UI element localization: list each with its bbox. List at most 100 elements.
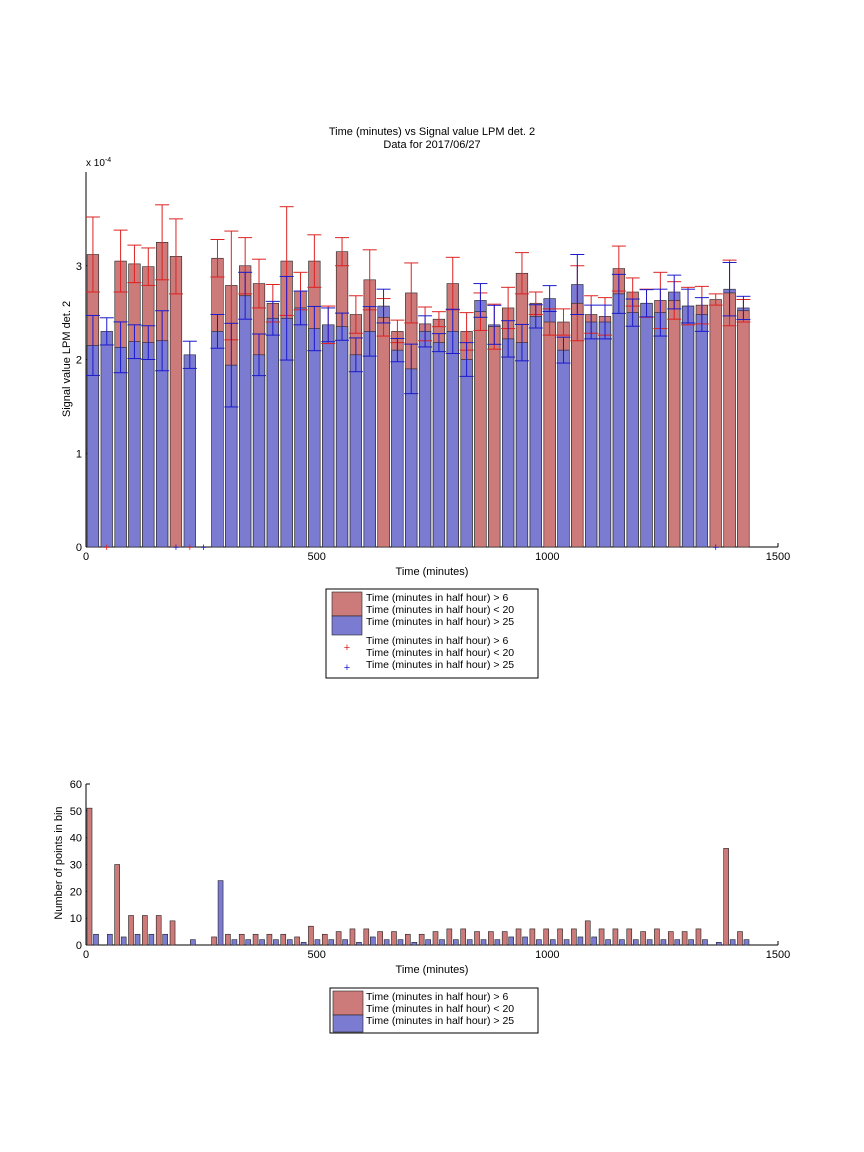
chart2-bar-red [335,931,342,946]
chart1-bar-blue [142,342,155,548]
chart2-bar-blue [369,936,376,946]
chart2-xtick-label: 1000 [535,949,559,961]
chart2-bar-blue [480,939,487,946]
chart2-bar-red [252,933,259,946]
chart1-bar-red [543,321,556,548]
chart2-bar-red [557,928,563,946]
chart1-exponent: x 10-4 [86,157,111,169]
chart2-bar-blue [383,939,390,946]
chart1-bar-blue [183,354,196,548]
chart1-bar-blue [128,341,141,548]
chart2-legend-label: Time (minutes in half hour) > 6 [366,991,508,1003]
chart1-bar-red [668,300,681,548]
chart1-bar-blue [405,368,418,548]
chart1-bar-blue [239,295,252,548]
chart2-bar-red [640,931,646,946]
chart1-xtick-label: 1500 [766,551,790,563]
chart1-bar-blue [100,331,113,548]
chart2-bar-blue [453,939,459,946]
chart2-bar-blue [356,942,362,946]
chart1-legend-marker: + [344,642,350,654]
chart2-bar-blue [300,942,307,946]
chart2-bar-red [128,915,134,946]
chart1-bar-blue [114,347,127,548]
chart1-ytick-label: 1 [76,448,82,460]
chart2-bar-blue [508,936,515,946]
chart2-bar-red [169,920,176,946]
chart1-bar-blue [585,321,598,548]
chart2-bar-blue [259,939,265,946]
chart1-legend-label: Time (minutes in half hour) < 20 [366,647,514,659]
chart1-xtick-label: 500 [307,551,325,563]
chart2-bar-blue [674,939,681,946]
chart2-bar-red [349,928,356,946]
chart2-bar-red [363,928,370,946]
chart1-bar-blue [294,307,307,548]
chart1-bar-blue [515,342,529,548]
chart1-bar-blue [612,293,625,548]
chart2-bar-blue [702,939,708,946]
chart2-legend-swatch [332,990,364,1016]
chart1-xtick-label: 1000 [535,551,559,563]
chart2-xtick-label: 500 [307,949,325,961]
chart2-legend: Time (minutes in half hour) > 6 Time (min… [329,987,539,1034]
chart1-bar-blue [211,331,224,548]
chart2-bar-red [488,931,494,946]
chart1-bar-blue [349,354,362,548]
chart2-bar-red [432,931,439,946]
chart2-ytick-label: 10 [70,913,82,925]
chart1-bar-blue [640,302,653,548]
chart2-legend-box [329,987,539,1034]
chart2-bar-red [391,931,397,946]
chart2-bar-red [280,933,287,946]
chart2-xtick-label: 1500 [766,949,790,961]
chart2-ytick-label: 0 [76,940,82,952]
chart1-bar-red [723,292,736,548]
chart2-bar-red [460,928,466,946]
chart2-bar-red [515,928,522,946]
chart2-bar-blue [494,939,501,946]
chart1-legend-marker: + [344,662,350,674]
chart2-plot: 0 500 1000 1500 0 10 20 30 40 50 60 [70,779,790,961]
chart2-bar-blue [93,933,99,946]
chart1-errorbars [85,204,751,408]
chart1-bar-blue [391,349,404,548]
chart2-legend-label: Time (minutes in half hour) > 25 [366,1015,514,1027]
chart1-plot: 0 500 1000 1500 0 1 2 3 + + + + + [76,172,790,563]
chart2-ytick-label: 40 [70,833,82,845]
chart2-xtick-label: 0 [83,949,89,961]
chart2-bar-blue [425,939,431,946]
chart2-bar-red [529,928,536,946]
chart1-bar-red [709,299,722,548]
chart1-xlabel: Time (minutes) [396,566,469,578]
chart2-bars [86,807,750,946]
chart2-bar-red [114,864,120,946]
chart2-bar-red [612,928,619,946]
chart2-bar-red [238,933,245,946]
chart2-ylabel: Number of points in bin [53,806,65,919]
chart1-ytick-label: 3 [76,261,82,273]
chart2-bar-red [142,915,148,946]
chart2-ytick-label: 30 [70,860,82,872]
chart2-bar-blue [466,939,473,946]
chart1-bar-blue [363,331,376,548]
chart2-bar-blue [328,939,335,946]
chart2-bar-blue [619,939,625,946]
chart2-bar-red [308,925,314,946]
chart2-bar-blue [162,933,168,946]
chart2-bar-blue [190,939,196,946]
chart1-bar-blue [418,331,432,548]
chart2-bar-red [626,928,633,946]
chart2-bar-blue [439,939,445,946]
chart1-legend-label: Time (minutes in half hour) > 25 [366,616,514,628]
chart1-bar-blue [460,359,473,548]
chart2-bar-blue [743,939,750,946]
chart1-bar-red [488,326,501,548]
chart1-bar-blue [335,326,349,548]
chart1-bar-blue [156,340,169,548]
chart1-legend-label: Time (minutes in half hour) > 6 [366,592,508,604]
chart2-bar-blue [134,933,141,946]
chart2-bar-red [266,933,273,946]
chart1-bar-blue [502,338,515,548]
